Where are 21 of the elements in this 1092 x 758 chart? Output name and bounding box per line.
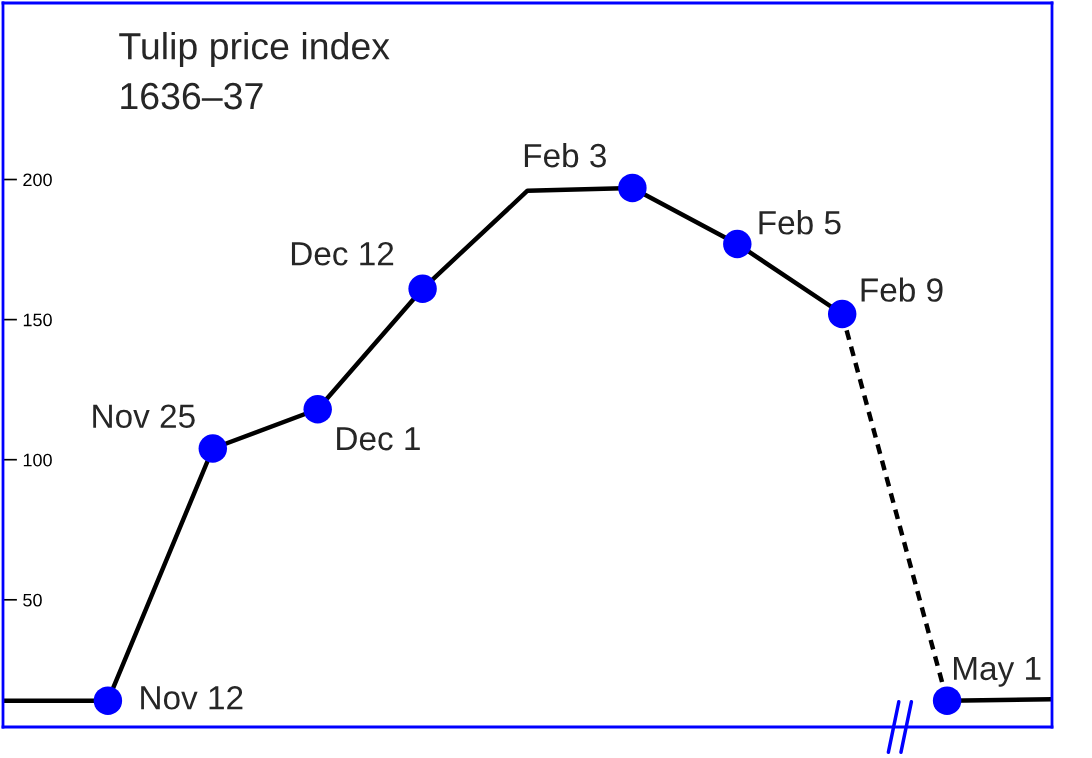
y-tick-label: 150 [23,313,52,327]
point [93,686,123,715]
annotation: Feb 5 [759,210,841,235]
y-tick-label: 200 [23,173,52,187]
annotation: Feb 3 [524,142,606,168]
point [198,434,228,463]
y-tick-label: 100 [23,453,52,467]
point [932,686,962,715]
annotation: May 1 [954,656,1041,687]
point [408,274,437,304]
annotation: Feb 9 [861,277,943,302]
annotation: Nov 25 [93,404,195,429]
point [827,299,857,329]
y-tick-label: 50 [23,593,42,607]
annotation: Dec 12 [291,241,394,266]
point [723,229,752,259]
annotation: Nov 12 [141,686,243,710]
text: Tulip price index 1636–37 [119,31,390,110]
annotation: Dec 1 [337,427,420,451]
point [618,173,647,203]
point [303,395,332,424]
